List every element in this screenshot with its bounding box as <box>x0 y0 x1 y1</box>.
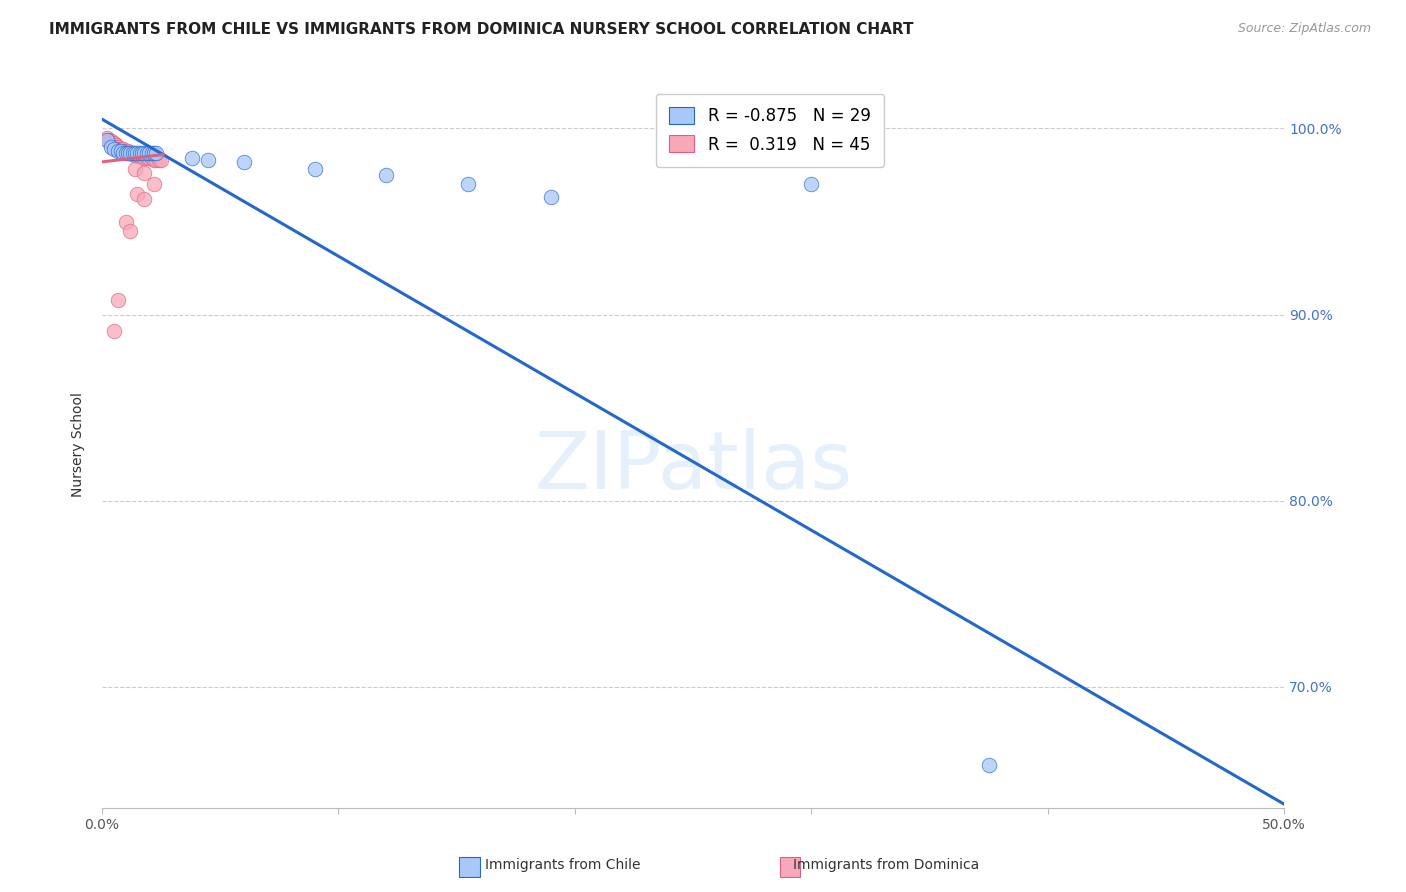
Point <box>540 190 562 204</box>
Point <box>100 136 122 151</box>
Point <box>121 145 143 160</box>
Point <box>100 135 122 149</box>
Text: ZIPatlas: ZIPatlas <box>534 428 852 506</box>
Point <box>107 293 129 307</box>
Point <box>127 145 149 160</box>
Point <box>800 178 823 192</box>
Point <box>117 144 139 158</box>
Point <box>180 151 202 165</box>
Point <box>96 130 118 145</box>
Point <box>121 145 143 160</box>
Point <box>127 147 149 161</box>
Text: Source: ZipAtlas.com: Source: ZipAtlas.com <box>1237 22 1371 36</box>
Point <box>114 214 136 228</box>
Point <box>107 142 129 156</box>
Point <box>138 145 160 160</box>
Point <box>128 145 150 160</box>
Point <box>103 142 125 156</box>
Point <box>120 145 142 160</box>
Point <box>127 186 149 201</box>
Point <box>142 153 165 167</box>
Point <box>103 324 125 338</box>
Point <box>112 142 135 156</box>
Point <box>304 162 326 177</box>
Point <box>134 166 156 180</box>
Point <box>457 178 479 192</box>
Point <box>134 151 156 165</box>
Point <box>141 151 163 165</box>
Legend: R = -0.875   N = 29, R =  0.319   N = 45: R = -0.875 N = 29, R = 0.319 N = 45 <box>657 94 884 167</box>
Point <box>114 144 136 158</box>
Point <box>110 142 132 156</box>
Point <box>120 224 142 238</box>
Point <box>112 145 135 160</box>
Y-axis label: Nursery School: Nursery School <box>72 392 86 498</box>
Point <box>148 153 170 167</box>
Point <box>135 145 157 160</box>
Point <box>197 153 219 167</box>
Point <box>232 155 254 169</box>
Point <box>131 149 153 163</box>
Point <box>127 149 149 163</box>
Point <box>124 147 146 161</box>
Text: IMMIGRANTS FROM CHILE VS IMMIGRANTS FROM DOMINICA NURSERY SCHOOL CORRELATION CHA: IMMIGRANTS FROM CHILE VS IMMIGRANTS FROM… <box>49 22 914 37</box>
Point <box>98 135 121 149</box>
Point <box>110 142 132 156</box>
Point <box>107 144 129 158</box>
Point <box>114 145 136 160</box>
Point <box>142 145 165 160</box>
Point <box>128 149 150 163</box>
Point <box>138 151 160 165</box>
Point <box>134 145 156 160</box>
Point <box>112 144 135 158</box>
Point <box>134 192 156 206</box>
Point <box>98 133 121 147</box>
Point <box>96 133 118 147</box>
Point <box>103 136 125 151</box>
Point <box>117 145 139 160</box>
Point <box>135 151 157 165</box>
Point <box>131 145 153 160</box>
Point <box>117 145 139 160</box>
Point <box>977 758 1000 772</box>
Point <box>107 140 129 154</box>
Point <box>103 138 125 153</box>
Point <box>114 144 136 158</box>
Point <box>124 145 146 160</box>
Text: Immigrants from Dominica: Immigrants from Dominica <box>793 858 979 872</box>
Point <box>120 145 142 160</box>
Point <box>124 162 146 177</box>
Point <box>374 168 396 182</box>
Text: Immigrants from Chile: Immigrants from Chile <box>485 858 640 872</box>
Point <box>141 145 163 160</box>
Point <box>120 145 142 160</box>
Point <box>145 153 167 167</box>
Point <box>150 153 173 167</box>
Point <box>142 178 165 192</box>
Point <box>110 144 132 158</box>
Point <box>124 147 146 161</box>
Point <box>100 140 122 154</box>
Point <box>105 140 128 154</box>
Point <box>145 145 167 160</box>
Point <box>105 138 128 153</box>
